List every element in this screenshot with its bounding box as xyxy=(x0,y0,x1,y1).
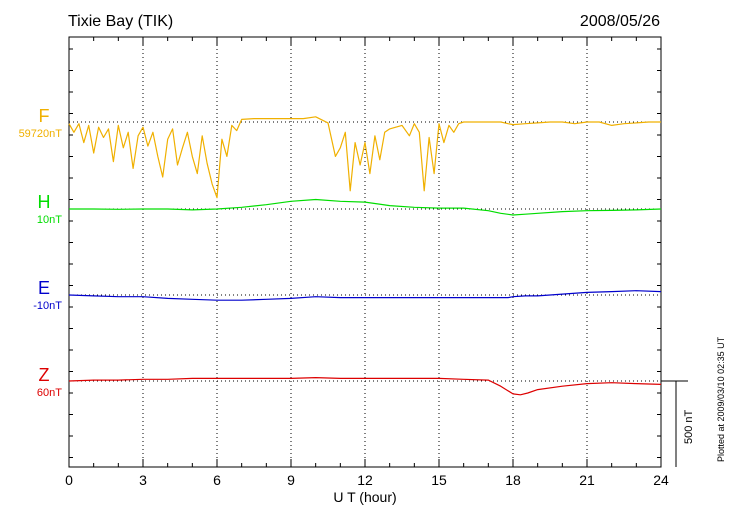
x-tick-label: 15 xyxy=(431,472,447,488)
channel-baseline-e: -10nT xyxy=(33,300,62,312)
x-tick-label: 21 xyxy=(579,472,595,488)
channel-name-e: E xyxy=(38,278,50,298)
chart-title: Tixie Bay (TIK) xyxy=(68,13,173,30)
channel-labels: F 59720nT H 10nT E -10nT Z 60nT xyxy=(19,106,63,399)
channel-name-f: F xyxy=(39,106,50,126)
series-line-e xyxy=(68,290,662,301)
x-tick-label: 24 xyxy=(653,472,669,488)
chart-date: 2008/05/26 xyxy=(580,13,660,30)
channel-baseline-f: 59720nT xyxy=(19,128,63,140)
x-tick-label: 18 xyxy=(505,472,521,488)
x-axis-label: U T (hour) xyxy=(333,489,396,505)
scale-bar: 500 nT xyxy=(661,380,695,467)
vertical-gridlines xyxy=(142,37,588,467)
channel-baseline-z: 60nT xyxy=(37,387,62,399)
channel-baseline-h: 10nT xyxy=(37,214,62,226)
channel-name-h: H xyxy=(38,192,51,212)
x-tick-label: 9 xyxy=(287,472,295,488)
x-tick-label: 3 xyxy=(139,472,147,488)
series-line-h xyxy=(69,198,662,216)
x-tick-label: 0 xyxy=(65,472,73,488)
x-tick-label: 12 xyxy=(357,472,373,488)
x-tick-label: 6 xyxy=(213,472,221,488)
series-line-f xyxy=(68,116,661,199)
channel-name-z: Z xyxy=(39,365,50,385)
series-lines xyxy=(68,116,662,396)
y-minor-ticks xyxy=(69,48,661,458)
series-line-z xyxy=(68,377,662,396)
plotted-at-note: Plotted at 2009/03/10 02:35 UT xyxy=(716,336,726,462)
series-baselines xyxy=(69,121,661,382)
x-axis-ticks: 0 3 6 9 12 15 18 21 24 xyxy=(65,37,669,488)
scale-bar-label: 500 nT xyxy=(683,409,695,444)
